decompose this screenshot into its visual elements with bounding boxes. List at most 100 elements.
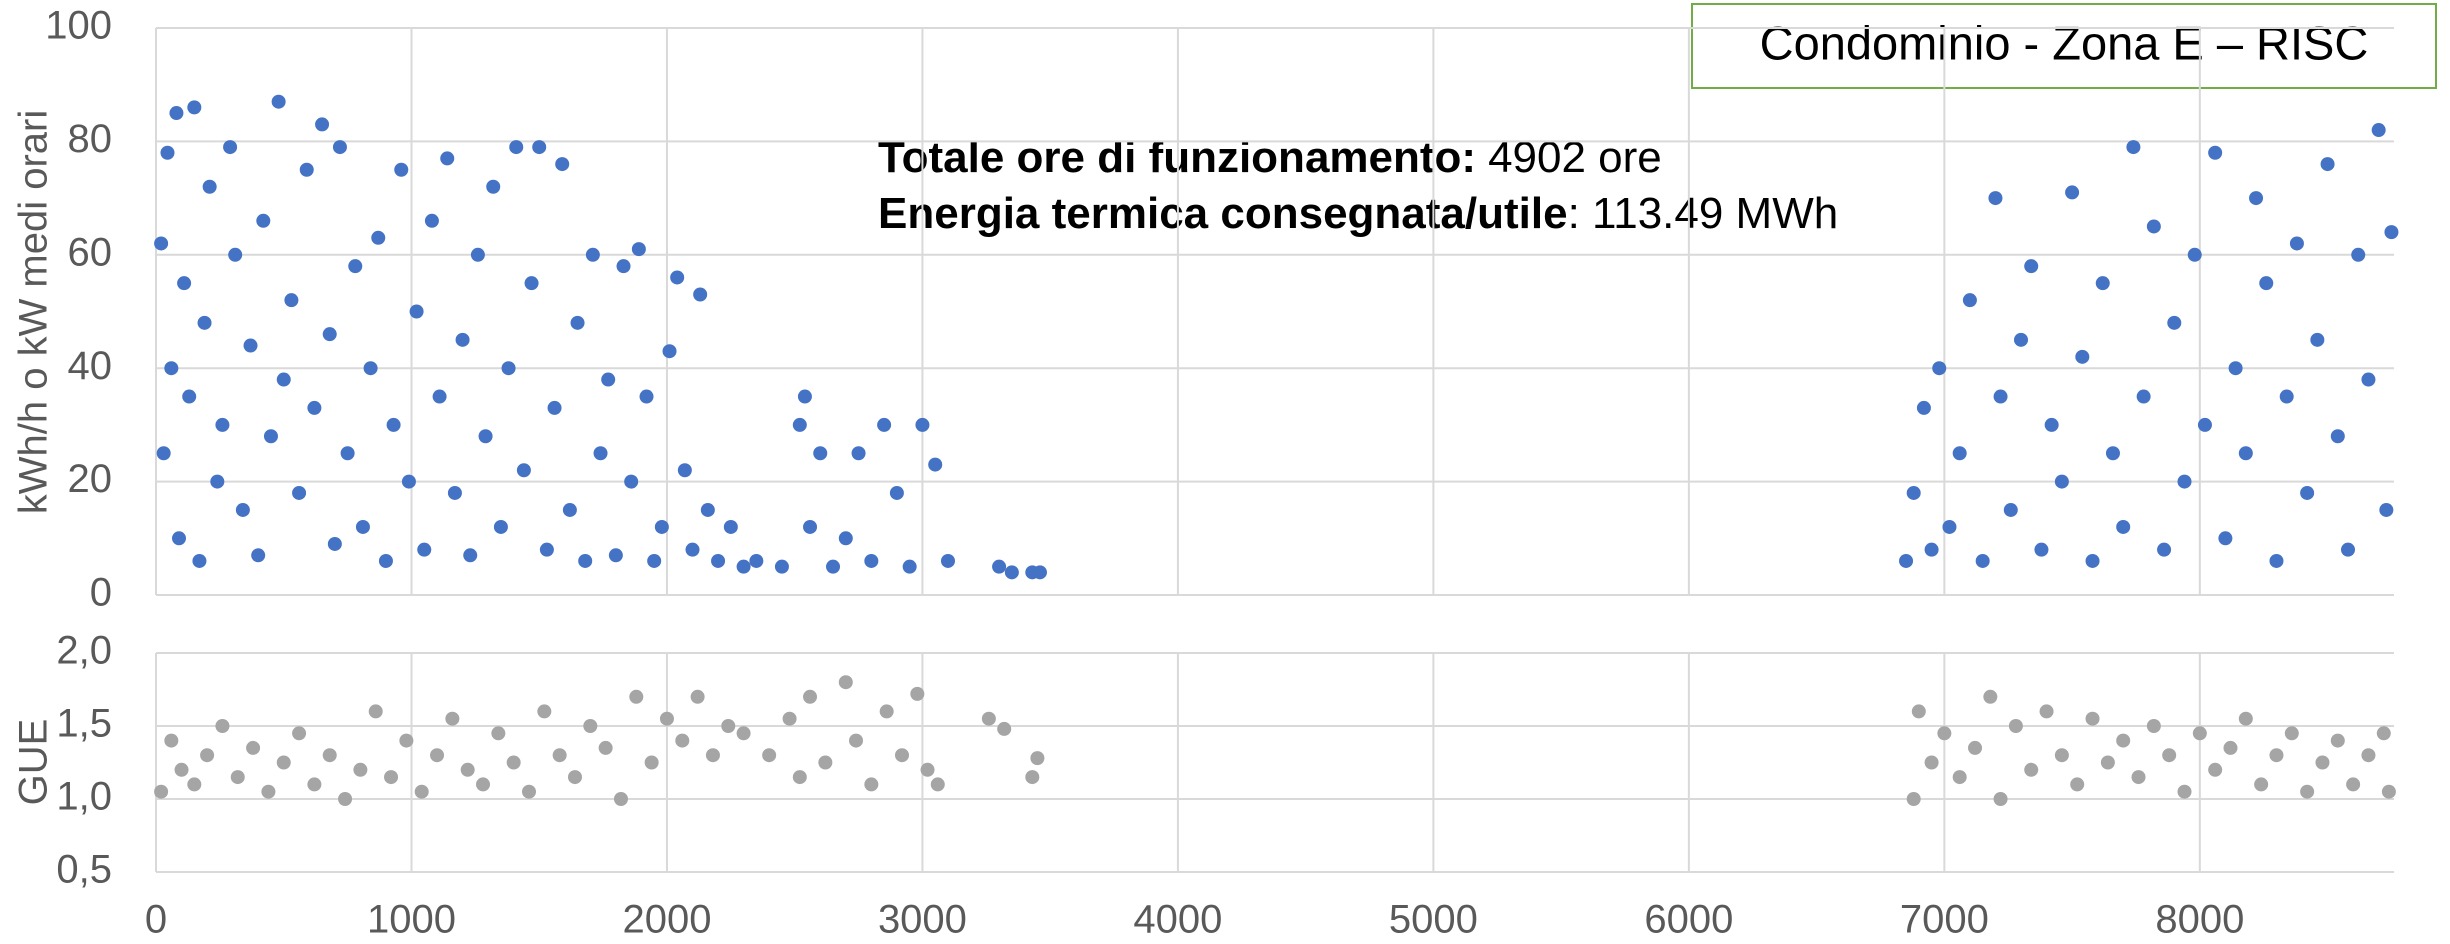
- x-tick-label: 0: [145, 898, 167, 942]
- y-tick-label: 1,0: [56, 775, 112, 819]
- point: [160, 145, 175, 160]
- point: [187, 100, 202, 115]
- point: [1004, 565, 1019, 580]
- point: [164, 733, 179, 748]
- point: [2269, 553, 2284, 568]
- point: [2003, 502, 2018, 517]
- point: [2289, 236, 2304, 251]
- point: [263, 429, 278, 444]
- point: [1942, 519, 1957, 534]
- point: [235, 502, 250, 517]
- point: [2177, 784, 2192, 799]
- point: [2157, 542, 2172, 557]
- point: [711, 553, 726, 568]
- point: [1962, 293, 1977, 308]
- point: [864, 553, 879, 568]
- point: [1911, 704, 1926, 719]
- point: [1916, 400, 1931, 415]
- point: [774, 559, 789, 574]
- point: [230, 770, 245, 785]
- point: [276, 372, 291, 387]
- annotation-value: : 113.49 MWh: [1568, 189, 1839, 238]
- point: [624, 474, 639, 489]
- point: [555, 157, 570, 172]
- point: [570, 315, 585, 330]
- point: [2116, 733, 2131, 748]
- annotation-value: 4902 ore: [1488, 133, 1662, 182]
- point: [1983, 689, 1998, 704]
- point: [2269, 748, 2284, 763]
- point: [654, 519, 669, 534]
- point: [299, 162, 314, 177]
- point: [509, 140, 524, 155]
- point: [261, 784, 276, 799]
- point: [2034, 542, 2049, 557]
- point: [675, 733, 690, 748]
- point: [524, 276, 539, 291]
- point: [677, 463, 692, 478]
- point: [256, 213, 271, 228]
- point: [169, 106, 184, 121]
- annotation-bold: Energia termica consegnata/utile: [878, 189, 1568, 238]
- point: [516, 463, 531, 478]
- point: [2095, 276, 2110, 291]
- point: [307, 777, 322, 792]
- point: [2024, 762, 2039, 777]
- point: [2379, 502, 2394, 517]
- point: [2192, 726, 2207, 741]
- point: [424, 213, 439, 228]
- point: [355, 519, 370, 534]
- point: [363, 361, 378, 376]
- point: [2259, 276, 2274, 291]
- point: [616, 259, 631, 274]
- point: [2197, 417, 2212, 432]
- point: [338, 792, 353, 806]
- point: [2238, 711, 2253, 726]
- point: [792, 770, 807, 785]
- point: [384, 770, 399, 785]
- point: [2300, 784, 2315, 799]
- point: [215, 719, 230, 733]
- point: [440, 151, 455, 166]
- point: [644, 755, 659, 770]
- point: [307, 400, 322, 415]
- point: [394, 162, 409, 177]
- point: [2218, 531, 2233, 546]
- point: [1025, 770, 1040, 785]
- point: [562, 502, 577, 517]
- point: [2279, 389, 2294, 404]
- point: [276, 755, 291, 770]
- point: [629, 689, 644, 704]
- point: [315, 117, 330, 132]
- point: [803, 519, 818, 534]
- x-tick-label: 2000: [622, 898, 711, 942]
- point: [1993, 792, 2008, 806]
- point: [585, 247, 600, 262]
- point: [486, 179, 501, 194]
- point: [348, 259, 363, 274]
- point: [506, 755, 521, 770]
- point: [1030, 751, 1045, 766]
- point: [2381, 784, 2396, 799]
- point: [353, 762, 368, 777]
- point: [997, 721, 1012, 736]
- point: [371, 230, 386, 245]
- point: [2330, 733, 2345, 748]
- point: [522, 784, 536, 799]
- point: [182, 389, 197, 404]
- point: [1924, 755, 1939, 770]
- point: [156, 446, 171, 461]
- point: [2167, 315, 2182, 330]
- point: [164, 361, 179, 376]
- point: [2330, 429, 2345, 444]
- point: [992, 559, 1007, 574]
- point: [537, 704, 552, 719]
- point: [915, 417, 930, 432]
- point: [583, 719, 598, 733]
- x-tick-label: 1000: [367, 898, 456, 942]
- point: [838, 531, 853, 546]
- point: [2300, 485, 2315, 500]
- point: [430, 748, 445, 763]
- point: [2208, 762, 2223, 777]
